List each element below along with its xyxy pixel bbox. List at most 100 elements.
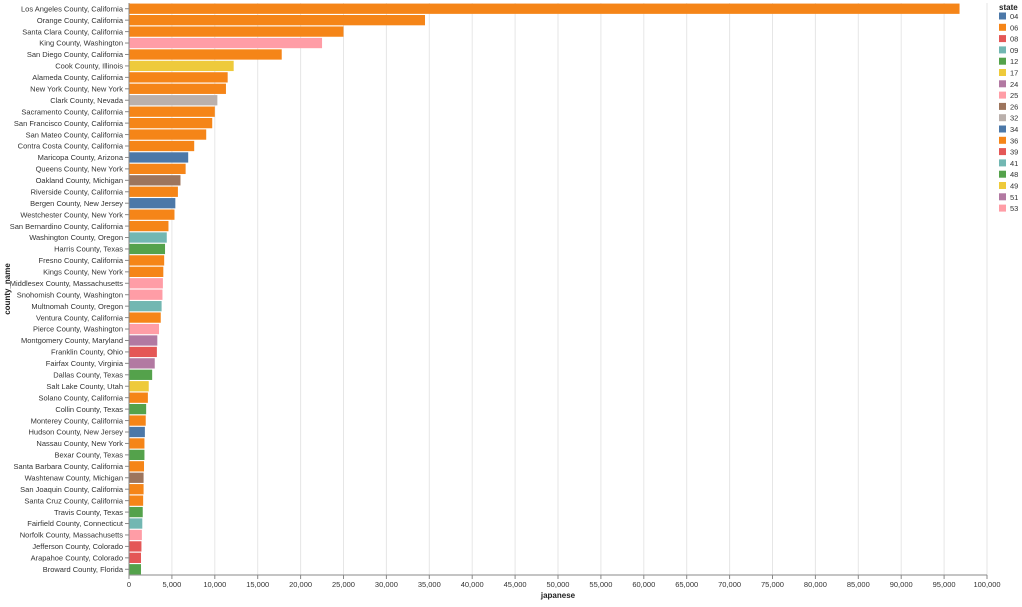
legend-swatch (999, 57, 1006, 65)
x-tick-label: 85,000 (847, 580, 870, 589)
legend-swatch (999, 159, 1006, 167)
y-tick-label: Snohomish County, Washington (17, 290, 123, 299)
y-tick-label: Fairfield County, Connecticut (27, 519, 124, 528)
y-tick-label: Washington County, Oregon (29, 233, 123, 242)
y-tick-label: Dallas County, Texas (53, 371, 123, 380)
y-tick-label: Alameda County, California (32, 73, 124, 82)
x-tick-label: 80,000 (804, 580, 827, 589)
y-tick-label: Sacramento County, California (21, 107, 123, 116)
bar (129, 83, 226, 94)
y-tick-label: Franklin County, Ohio (51, 348, 123, 357)
legend-swatch (999, 182, 1006, 189)
y-tick-label: Salt Lake County, Utah (46, 382, 123, 391)
bar (129, 403, 147, 415)
bar (129, 381, 149, 392)
legend-label: 08 (1010, 35, 1018, 44)
legend-label: 49 (1010, 182, 1018, 191)
y-tick-label: Los Angeles County, California (21, 4, 124, 13)
y-axis-title: county_name (3, 263, 12, 315)
x-tick-label: 55,000 (589, 580, 612, 589)
bar (129, 106, 215, 117)
bar (129, 129, 207, 140)
y-tick-label: Pierce County, Washington (33, 325, 123, 334)
bar (129, 323, 160, 335)
bar (129, 198, 176, 209)
y-tick-label: San Mateo County, California (26, 130, 124, 139)
y-tick-label: Monterey County, California (31, 416, 124, 425)
legend-swatch (999, 46, 1006, 54)
bar (129, 220, 169, 232)
bar (129, 312, 161, 323)
bar (129, 529, 142, 541)
bar (129, 26, 344, 37)
legend-label: 41 (1010, 159, 1018, 168)
bar (129, 243, 166, 255)
y-tick-label: Montgomery County, Maryland (21, 336, 123, 345)
bar (129, 564, 142, 575)
y-tick-label: Santa Clara County, California (22, 27, 124, 36)
y-tick-label: Multnomah County, Oregon (31, 302, 123, 311)
y-tick-label: Solano County, California (39, 393, 124, 402)
y-tick-label: Washtenaw County, Michigan (25, 473, 123, 482)
bar (129, 289, 163, 300)
legend-label: 04 (1010, 12, 1018, 21)
legend-label: 25 (1010, 91, 1018, 100)
y-tick-label: Westchester County, New York (20, 210, 123, 219)
x-tick-label: 20,000 (289, 580, 312, 589)
y-tick-label: Travis County, Texas (54, 508, 123, 517)
bar (129, 72, 228, 83)
bar (129, 152, 189, 163)
bar (129, 552, 142, 563)
y-tick-label: King County, Washington (39, 39, 123, 48)
y-tick-label: Santa Cruz County, California (24, 496, 123, 505)
x-tick-label: 45,000 (504, 580, 527, 589)
bar (129, 346, 157, 358)
y-tick-label: Ventura County, California (36, 313, 124, 322)
legend-label: 26 (1010, 102, 1018, 111)
bar (129, 461, 145, 472)
bar (129, 484, 144, 495)
y-tick-label: San Joaquin County, California (20, 485, 124, 494)
legend-swatch (999, 80, 1006, 88)
bar (129, 49, 282, 60)
legend-swatch (999, 12, 1006, 20)
bar (129, 186, 178, 197)
x-tick-label: 50,000 (547, 580, 570, 589)
bar (129, 495, 144, 506)
x-tick-label: 35,000 (418, 580, 441, 589)
bar (129, 266, 164, 277)
bar (129, 472, 144, 483)
legend-swatch (999, 125, 1006, 133)
y-tick-label: Contra Costa County, California (18, 142, 124, 151)
legend-swatch (999, 193, 1006, 201)
bar (129, 163, 186, 175)
bar (129, 37, 323, 49)
legend-label: 39 (1010, 148, 1018, 157)
x-tick-label: 100,000 (973, 580, 1000, 589)
x-tick-label: 60,000 (632, 580, 655, 589)
y-tick-label: Hudson County, New Jersey (29, 428, 124, 437)
bar (129, 232, 167, 243)
y-tick-label: Norfolk County, Massachusetts (20, 531, 123, 540)
x-tick-label: 40,000 (461, 580, 484, 589)
x-axis-title: japanese (540, 591, 576, 600)
x-tick-label: 15,000 (246, 580, 269, 589)
legend-swatch (999, 204, 1006, 212)
bar (129, 438, 145, 449)
legend-swatch (999, 35, 1006, 43)
legend-swatch (999, 91, 1006, 99)
legend-label: 09 (1010, 46, 1018, 55)
y-tick-label: Broward County, Florida (43, 565, 124, 574)
y-tick-label: New York County, New York (30, 85, 123, 94)
y-tick-label: Jefferson County, Colorado (32, 542, 123, 551)
legend-swatch (999, 148, 1006, 156)
bar (129, 278, 163, 289)
legend-label: 17 (1010, 69, 1018, 78)
x-tick-label: 30,000 (375, 580, 398, 589)
bar (129, 369, 153, 380)
bars-layer (129, 3, 960, 575)
y-tick-label: San Diego County, California (27, 50, 124, 59)
bar (129, 449, 145, 461)
